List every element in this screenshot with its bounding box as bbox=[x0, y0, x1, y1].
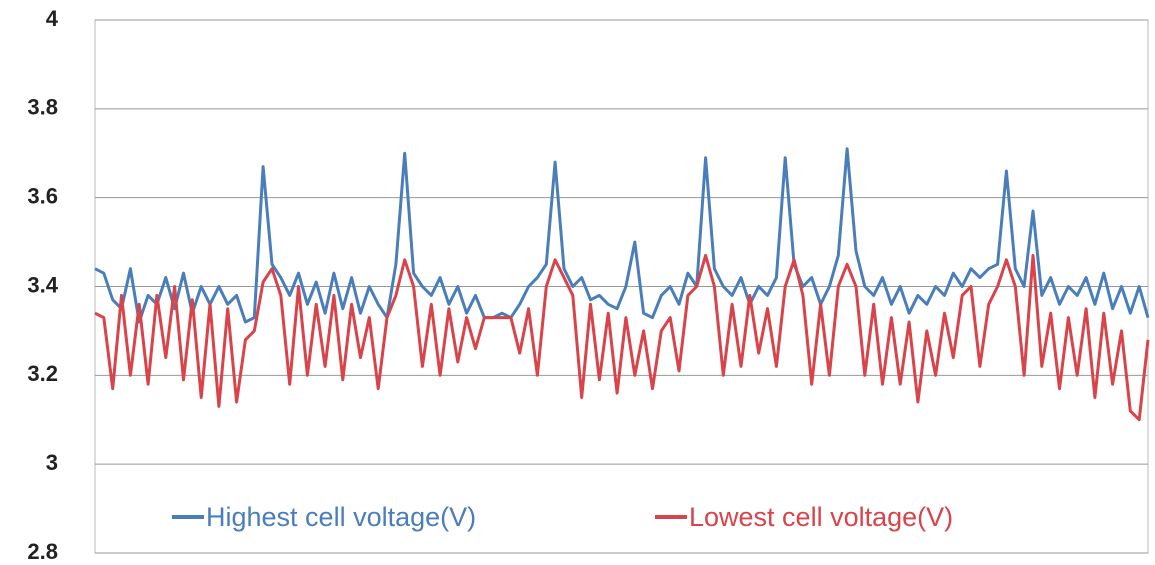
series-line bbox=[94, 147, 1150, 324]
y-tick-label: 4 bbox=[46, 6, 59, 31]
y-tick-label: 3.4 bbox=[27, 272, 58, 297]
y-tick-label: 3.2 bbox=[27, 361, 58, 386]
series-line bbox=[94, 253, 1150, 422]
y-tick-label: 3 bbox=[46, 450, 58, 475]
legend-label: Lowest cell voltage(V) bbox=[689, 502, 953, 532]
y-tick-label: 3.6 bbox=[27, 183, 58, 208]
y-tick-label: 3.8 bbox=[27, 95, 58, 120]
y-tick-label: 2.8 bbox=[27, 539, 58, 564]
legend-label: Highest cell voltage(V) bbox=[206, 502, 476, 532]
